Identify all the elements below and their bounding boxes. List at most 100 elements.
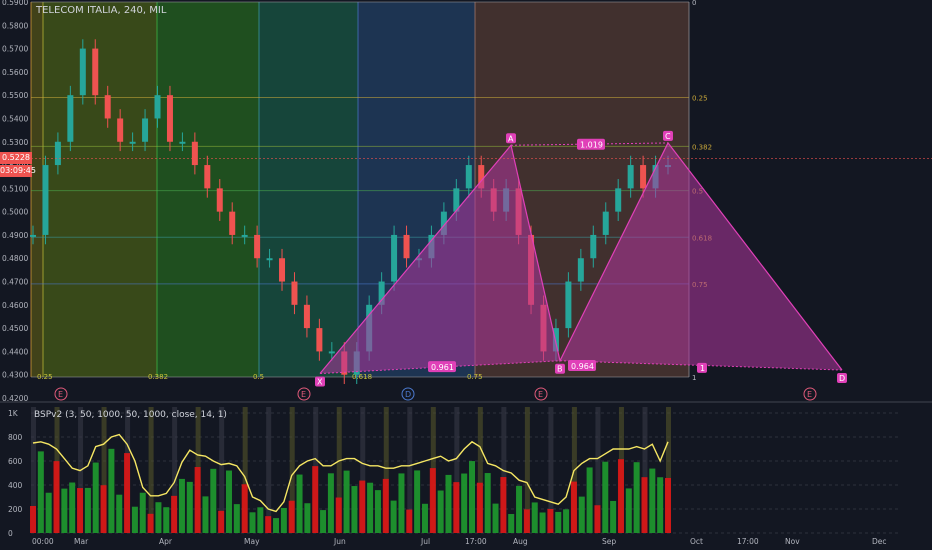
- pattern-end-label: 1: [700, 364, 705, 373]
- indicator-bar: [257, 507, 264, 533]
- price-axis-tick: 0.5100: [2, 184, 28, 193]
- indicator-bar: [171, 495, 178, 533]
- price-axis-tick: 0.5300: [2, 138, 28, 147]
- indicator-highlight-band: [336, 407, 342, 533]
- indicator-highlight-band: [360, 407, 366, 533]
- event-marker-label: D: [405, 390, 411, 399]
- indicator-bar: [500, 477, 507, 533]
- pattern-triangle-bcd: [560, 142, 842, 371]
- candle-body: [216, 188, 223, 212]
- fib-level-label: 0.25: [692, 95, 708, 103]
- countdown-badge: 03:09:45: [0, 165, 36, 177]
- indicator-bar: [398, 473, 405, 533]
- pattern-point-label: D: [839, 374, 845, 383]
- indicator-bar: [586, 467, 593, 533]
- indicator-highlight-band: [266, 407, 272, 533]
- price-axis-tick: 0.5500: [2, 91, 28, 100]
- price-axis-tick: 0.5600: [2, 68, 28, 77]
- time-axis-tick: Dec: [872, 537, 887, 546]
- indicator-highlight-band: [454, 407, 460, 533]
- pattern-ratio-label: 1.019: [580, 141, 603, 150]
- pattern-ratio-badge: [568, 360, 596, 372]
- indicator-bar: [273, 518, 280, 533]
- indicator-bar: [335, 497, 342, 533]
- indicator-bar: [147, 513, 154, 533]
- indicator-bar: [304, 503, 311, 533]
- time-axis-tick: Jun: [333, 537, 346, 546]
- indicator-bar: [241, 484, 248, 533]
- pattern-point-marker: [837, 373, 847, 384]
- candle-body: [79, 48, 86, 96]
- indicator-bar: [225, 470, 232, 533]
- indicator-bar: [69, 482, 76, 533]
- indicator-bar: [657, 477, 664, 533]
- indicator-bar: [155, 502, 162, 533]
- indicator-bar: [539, 512, 546, 533]
- indicator-highlight-band: [642, 407, 648, 533]
- time-axis-tick: Apr: [159, 537, 173, 546]
- candle-body: [67, 95, 74, 142]
- pattern-point-label: B: [557, 365, 563, 374]
- indicator-bar: [265, 516, 272, 533]
- fib-level-label: 0: [692, 0, 696, 7]
- indicator-bar: [367, 482, 374, 533]
- indicator-bar: [343, 470, 350, 533]
- price-axis-tick: 0.4300: [2, 371, 28, 380]
- candle-body: [577, 258, 584, 282]
- indicator-bar: [429, 468, 436, 533]
- indicator-highlight-band: [101, 407, 107, 533]
- pattern-point-label: C: [665, 132, 671, 141]
- indicator-axis-tick: 600: [8, 457, 23, 466]
- indicator-bar: [445, 474, 452, 533]
- pattern-triangle-xab: [320, 145, 560, 374]
- candle-body: [478, 165, 485, 189]
- price-axis-tick: 0.4800: [2, 254, 28, 263]
- fib-level-label: 1: [692, 374, 696, 382]
- price-axis-tick: 0.5900: [2, 0, 28, 7]
- indicator-bar: [163, 507, 170, 533]
- indicator-axis-tick: 800: [8, 433, 23, 442]
- fib-time-label: 0.618: [352, 373, 372, 381]
- candle-body: [291, 281, 298, 305]
- candle-body: [30, 234, 36, 237]
- time-axis-tick: May: [244, 537, 260, 546]
- indicator-bar: [437, 490, 444, 533]
- candle-body: [440, 211, 447, 235]
- indicator-bar: [327, 473, 334, 533]
- indicator-bar: [202, 496, 209, 533]
- indicator-bar: [84, 487, 91, 533]
- candle-body: [179, 141, 186, 144]
- indicator-bar: [665, 477, 671, 533]
- price-axis-tick: 0.4700: [2, 278, 28, 287]
- indicator-bar: [406, 509, 413, 533]
- indicator-bar: [296, 474, 303, 533]
- indicator-highlight-band: [407, 407, 413, 533]
- pattern-point-marker: [663, 130, 673, 141]
- candle-body: [279, 258, 286, 282]
- indicator-bar: [382, 478, 389, 533]
- candle-body: [378, 281, 385, 305]
- candle-body: [241, 234, 248, 237]
- candle-body: [627, 165, 634, 189]
- event-marker-circle: [401, 387, 415, 401]
- event-marker-label: E: [58, 390, 63, 399]
- indicator-bar: [421, 503, 428, 533]
- event-marker-circle: [54, 387, 68, 401]
- indicator-bar: [37, 451, 44, 533]
- candle-body: [453, 188, 460, 212]
- indicator-highlight-band: [383, 407, 389, 533]
- indicator-bar: [516, 485, 523, 533]
- candle-body: [552, 328, 559, 352]
- indicator-bar: [108, 448, 115, 533]
- pattern-point-marker: [506, 133, 516, 144]
- pattern-point-label: A: [508, 134, 514, 143]
- event-marker-label: E: [807, 390, 812, 399]
- fib-level-label: 0.382: [692, 143, 712, 151]
- pattern-point-marker: [315, 376, 325, 387]
- candle-body: [154, 95, 161, 119]
- pattern-ratio-label: 0.961: [431, 363, 454, 372]
- candle-body: [166, 95, 173, 142]
- indicator-highlight-band: [242, 407, 248, 533]
- price-axis-tick: 0.5800: [2, 21, 28, 30]
- fib-time-zone-band: [157, 2, 259, 378]
